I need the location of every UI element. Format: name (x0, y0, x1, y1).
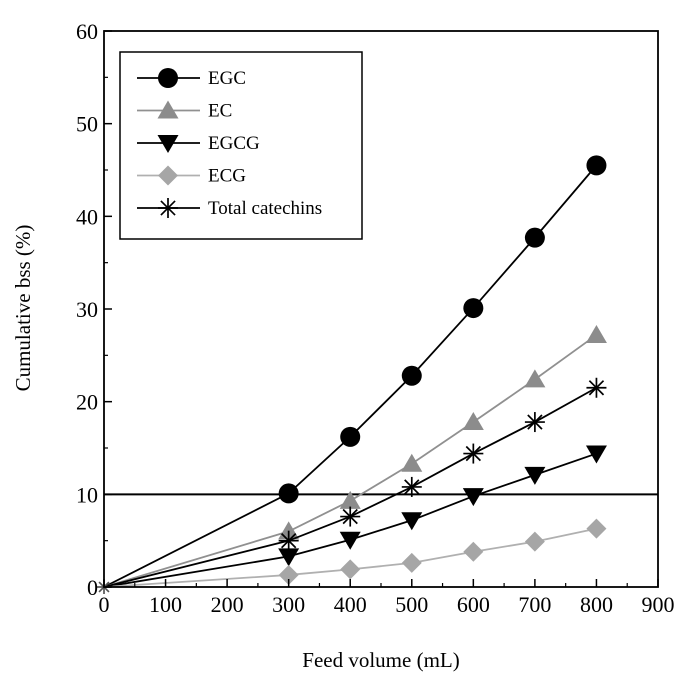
y-tick-label: 30 (76, 297, 98, 322)
legend-item-egc: EGC (137, 68, 246, 89)
data-point (462, 488, 484, 507)
y-tick-label: 10 (76, 482, 98, 507)
x-tick-label: 500 (395, 592, 428, 617)
x-tick-label: 300 (272, 592, 305, 617)
legend-label: EGC (208, 68, 246, 89)
series-egcg (103, 445, 607, 588)
data-point (340, 506, 361, 527)
data-point (524, 227, 545, 248)
series-total-catechins (103, 377, 607, 588)
data-point (340, 559, 361, 580)
data-point (524, 531, 545, 552)
data-point (401, 512, 423, 531)
asterisk-stroke (465, 445, 482, 462)
asterisk-stroke (404, 479, 420, 495)
legend-item-total-catechins: Total catechins (137, 198, 322, 219)
data-point (401, 365, 422, 386)
legend-marker (157, 100, 179, 119)
x-tick-label: 800 (580, 592, 613, 617)
data-point (524, 466, 546, 485)
legend-label: EC (208, 101, 232, 122)
y-tick-label: 0 (87, 575, 98, 600)
legend-item-egcg: EGCG (137, 133, 260, 154)
data-point (339, 531, 361, 550)
asterisk-stroke (588, 380, 605, 396)
data-point (463, 298, 484, 319)
x-tick-label: 700 (518, 592, 551, 617)
data-point (463, 541, 484, 562)
legend-marker (158, 165, 178, 186)
legend-marker (158, 198, 178, 218)
y-tick-label: 20 (76, 390, 98, 415)
data-point (278, 530, 299, 551)
legend-marker (158, 68, 178, 88)
x-tick-label: 0 (99, 592, 110, 617)
x-tick-label: 900 (642, 592, 675, 617)
data-point (463, 443, 484, 464)
data-point (524, 369, 546, 388)
legend-label: Total catechins (208, 198, 322, 219)
data-point (278, 564, 299, 585)
data-point (586, 155, 607, 176)
data-point (585, 324, 607, 343)
asterisk-stroke (280, 532, 297, 549)
x-tick-label: 100 (149, 592, 182, 617)
data-point (401, 476, 422, 497)
y-tick-label: 40 (76, 204, 98, 229)
asterisk-stroke (160, 200, 176, 216)
data-point (278, 548, 300, 567)
data-point (278, 483, 299, 504)
y-tick-label: 60 (76, 19, 98, 44)
axes-layer: 0 100 200 300 400 500 600 700 800 900 0 10 20 30 40 50 6… (76, 19, 675, 617)
x-tick-label: 400 (334, 592, 367, 617)
asterisk-stroke (527, 414, 543, 430)
legend-item-ecg: ECG (137, 165, 246, 187)
data-point (401, 453, 423, 472)
x-tick-label: 200 (211, 592, 244, 617)
series-line (103, 386, 597, 588)
data-point (462, 412, 484, 431)
data-point (340, 426, 361, 447)
legend-label: EGCG (208, 133, 260, 154)
data-point (585, 445, 607, 464)
asterisk-stroke (342, 508, 358, 525)
data-point (586, 377, 607, 398)
series-egc (103, 155, 607, 588)
x-axis-title: Feed volume (mL) (302, 648, 459, 672)
legend: EGC EC EGCG ECG Total catechins (119, 51, 363, 240)
x-tick-label: 600 (457, 592, 490, 617)
y-tick-label: 50 (76, 112, 98, 137)
data-point (524, 412, 545, 433)
legend-label: ECG (208, 166, 246, 187)
y-axis-title: Cumulative bss (%) (11, 225, 35, 392)
legend-marker (157, 135, 179, 153)
series-ecg (103, 518, 607, 588)
series-layer (97, 155, 607, 594)
data-point (586, 518, 607, 539)
data-point (401, 552, 422, 573)
legend-item-ec: EC (137, 100, 232, 122)
data-point (339, 490, 361, 509)
